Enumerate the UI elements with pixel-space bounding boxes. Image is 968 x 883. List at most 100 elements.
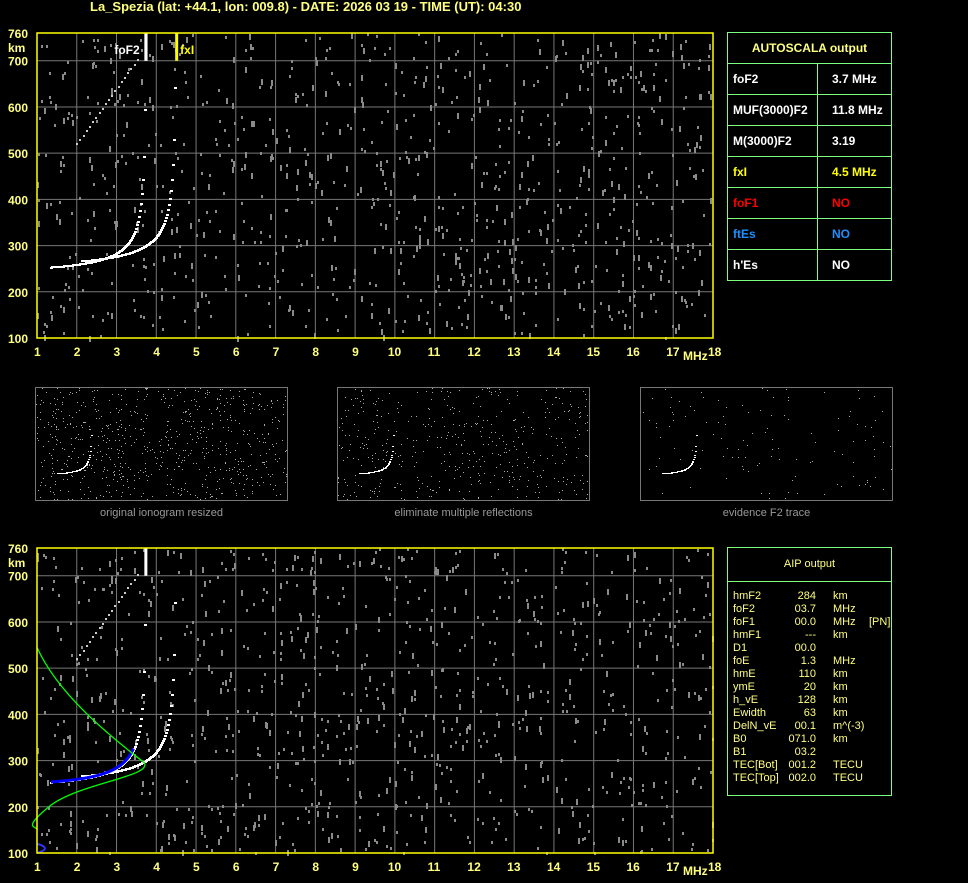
thumbnail-noise-dot [181, 462, 182, 463]
thumbnail-noise-dot [482, 389, 483, 390]
noise-dot [94, 588, 96, 591]
noise-dot [540, 622, 542, 625]
noise-dot [371, 562, 373, 565]
thumbnail-noise-dot [811, 433, 812, 434]
noise-dot [682, 832, 684, 835]
thumbnail-trace-point [391, 457, 393, 458]
noise-dot [59, 219, 61, 225]
noise-dot [126, 122, 128, 128]
noise-dot [523, 80, 525, 86]
noise-dot [389, 777, 391, 783]
noise-dot [596, 604, 598, 607]
thumbnail-noise-dot [474, 453, 475, 454]
noise-dot [363, 128, 365, 131]
noise-dot [161, 288, 163, 291]
noise-dot [114, 699, 116, 705]
noise-dot [153, 586, 155, 589]
aip-value: 1.3 [800, 655, 816, 667]
thumbnail-noise-dot [547, 408, 548, 409]
noise-dot [115, 648, 117, 651]
noise-dot [376, 841, 378, 844]
noise-dot [361, 664, 363, 670]
noise-dot [317, 734, 319, 737]
noise-dot [107, 312, 109, 315]
thumbnail-noise-dot [377, 422, 378, 423]
thumbnail-noise-dot [759, 463, 760, 464]
noise-dot [650, 632, 652, 635]
thumbnail-noise-dot [579, 434, 580, 435]
noise-dot [314, 667, 316, 670]
thumbnail-noise-dot [680, 459, 681, 460]
aip-param: TEC[Bot] [733, 759, 778, 771]
o-trace-point [137, 736, 140, 738]
o-trace-point [144, 624, 147, 626]
noise-dot [529, 693, 531, 699]
thumbnail-noise-dot [546, 434, 547, 435]
noise-dot [83, 581, 85, 584]
thumbnail-noise-dot [372, 455, 373, 456]
noise-dot [333, 181, 335, 184]
thumbnail-noise-dot [358, 485, 359, 486]
noise-dot [121, 155, 123, 158]
noise-dot [314, 712, 316, 718]
noise-dot [264, 814, 266, 820]
thumbnail-noise-dot [100, 495, 101, 496]
thumbnail-noise-dot [361, 486, 362, 487]
noise-dot [163, 256, 165, 262]
thumbnail-noise-dot [183, 412, 184, 413]
x-trace-point [160, 744, 163, 746]
thumbnail-noise-dot [144, 399, 145, 400]
noise-dot [222, 682, 224, 685]
noise-dot [708, 55, 710, 58]
aip-value: 110 [798, 668, 816, 680]
noise-dot [76, 663, 78, 666]
noise-dot [37, 553, 39, 556]
noise-dot [201, 832, 203, 835]
noise-dot [243, 128, 245, 131]
noise-dot [535, 286, 537, 289]
noise-dot [116, 221, 118, 227]
thumbnail-noise-dot [233, 396, 234, 397]
thumbnail-noise-dot [416, 416, 417, 417]
noise-dot [71, 654, 73, 657]
noise-dot [455, 253, 457, 259]
noise-dot [613, 197, 615, 203]
thumbnail-noise-dot [46, 392, 47, 393]
noise-dot [443, 727, 445, 733]
x-trace-point [166, 214, 169, 216]
thumbnail-trace-point [388, 464, 390, 465]
noise-dot [519, 206, 521, 209]
thumbnail-noise-dot [672, 412, 673, 413]
noise-dot [353, 279, 355, 282]
thumbnail-noise-dot [260, 394, 261, 395]
thumbnail-noise-dot [220, 395, 221, 396]
noise-dot [456, 717, 458, 723]
noise-dot [87, 725, 89, 731]
noise-dot [132, 152, 134, 155]
noise-dot [403, 94, 405, 97]
noise-dot [305, 683, 307, 686]
thumbnail-noise-dot [243, 469, 244, 470]
thumbnail-noise-dot [212, 423, 213, 424]
noise-dot [602, 786, 604, 789]
noise-dot [407, 601, 409, 604]
thumbnail-trace-point [382, 469, 384, 470]
thumbnail-noise-dot [788, 397, 789, 398]
noise-dot [623, 777, 625, 780]
thumbnail-noise-dot [509, 482, 510, 483]
thumbnail-noise-dot [94, 448, 95, 449]
noise-dot [308, 309, 310, 312]
noise-dot [215, 210, 217, 213]
autoscala-title: AUTOSCALA output [728, 33, 891, 64]
thumbnail-noise-dot [285, 482, 286, 483]
thumbnail-noise-dot [579, 417, 580, 418]
noise-dot [546, 272, 548, 275]
thumbnail-noise-dot [80, 489, 81, 490]
noise-dot [512, 723, 514, 726]
noise-dot [547, 224, 549, 230]
noise-dot [465, 589, 467, 595]
noise-dot [398, 556, 400, 559]
thumbnail-noise-dot [496, 467, 497, 468]
noise-dot [305, 637, 307, 643]
thumbnail-noise-dot [375, 429, 376, 430]
